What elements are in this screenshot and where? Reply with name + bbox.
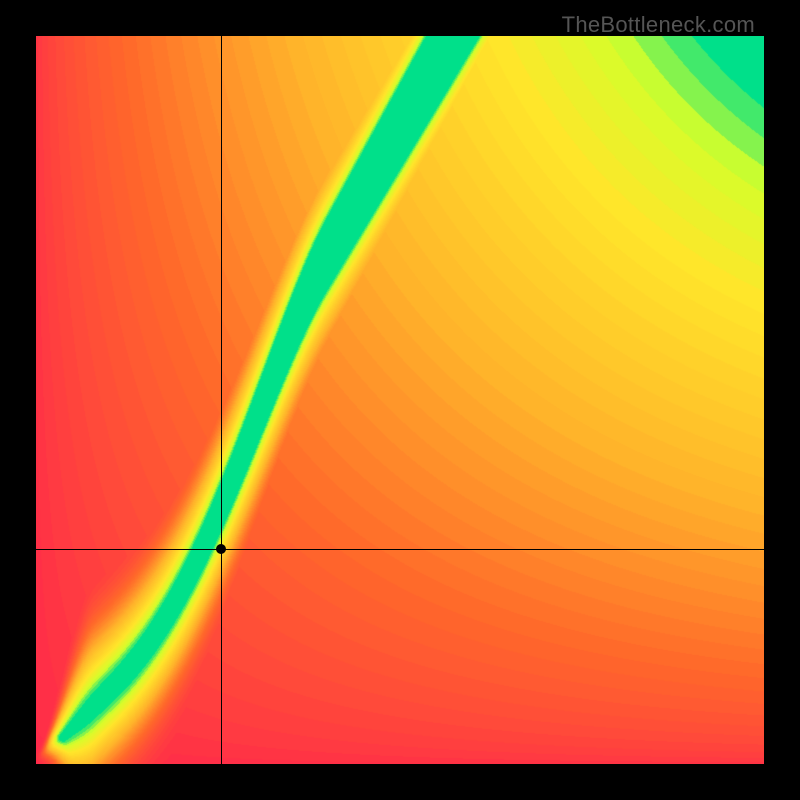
crosshair-vertical <box>221 36 222 764</box>
watermark-text: TheBottleneck.com <box>562 12 755 38</box>
crosshair-marker <box>216 544 226 554</box>
heatmap-plot <box>36 36 764 764</box>
heatmap-canvas <box>36 36 764 764</box>
crosshair-horizontal <box>36 549 764 550</box>
